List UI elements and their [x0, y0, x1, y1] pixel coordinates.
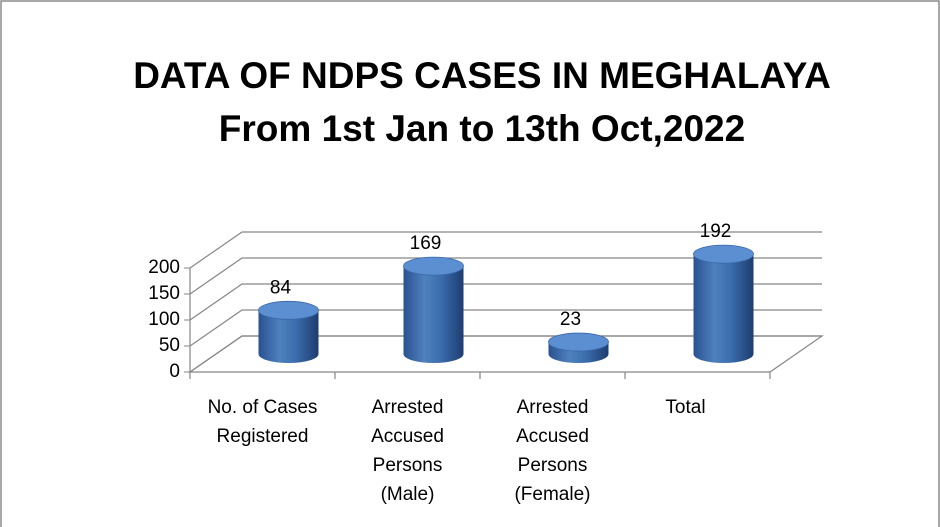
value-label: 169 — [410, 233, 442, 254]
bar-top — [258, 300, 319, 320]
y-tick-label: 150 — [148, 283, 180, 304]
y-tick-label: 0 — [169, 361, 180, 382]
chart-subtitle: From 1st Jan to 13th Oct,2022 — [219, 108, 745, 149]
x-tick-label: No. of Cases — [208, 397, 318, 418]
grid-line — [189, 283, 822, 321]
bar — [403, 266, 464, 363]
value-label: 192 — [700, 221, 732, 242]
x-tick-label: (Female) — [514, 484, 590, 505]
chart-title: DATA OF NDPS CASES IN MEGHALAYA — [133, 55, 831, 96]
x-tick-label: (Male) — [381, 484, 435, 505]
grid-line — [189, 309, 822, 347]
bar — [258, 310, 319, 363]
x-tick-label: Arrested — [517, 397, 589, 418]
grid-line — [189, 257, 822, 295]
x-tick-label: Persons — [518, 455, 588, 476]
y-tick-label: 100 — [148, 309, 180, 330]
bar-top — [693, 244, 754, 264]
x-tick-label: Accused — [516, 426, 589, 447]
x-tick-label: Registered — [217, 426, 309, 447]
bar-top — [548, 332, 609, 352]
bar-top — [403, 256, 464, 276]
x-tick-label: Accused — [371, 426, 444, 447]
x-tick-label: Persons — [373, 455, 443, 476]
x-tick-label: Total — [665, 397, 705, 418]
y-tick-label: 50 — [159, 335, 180, 356]
grid-line — [189, 231, 822, 269]
bar — [693, 254, 754, 363]
y-tick-label: 200 — [148, 257, 180, 278]
x-tick-label: Arrested — [372, 397, 444, 418]
value-label: 84 — [270, 277, 292, 298]
value-label: 23 — [560, 309, 581, 330]
grid-line — [189, 335, 822, 373]
